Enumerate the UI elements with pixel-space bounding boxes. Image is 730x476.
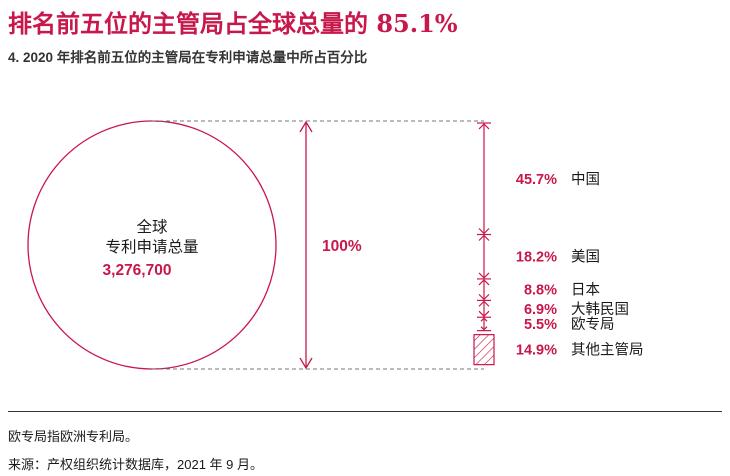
segment-1-arrow-top bbox=[478, 234, 490, 241]
segment-1-arrow-bottom bbox=[478, 272, 490, 279]
segment-4-arrow-bottom bbox=[480, 326, 488, 331]
total-arrow-head-bottom bbox=[299, 357, 313, 370]
segment-0-percent-label: 45.7% bbox=[516, 172, 557, 188]
segment-3-percent-label: 6.9% bbox=[524, 302, 557, 318]
other-offices-box bbox=[473, 334, 495, 366]
segment-0-arrow-bottom bbox=[478, 228, 490, 235]
circle-label-line1: 全球 bbox=[136, 218, 168, 236]
segment-0-arrow-top bbox=[478, 123, 490, 130]
segment-4-arrow-top bbox=[480, 317, 488, 322]
footer-divider bbox=[8, 411, 722, 412]
segment-4-percent-label: 5.5% bbox=[524, 317, 557, 333]
segment-1-percent-label: 18.2% bbox=[516, 250, 557, 266]
segments-group: 45.7% 中国 18.2% 美国 8.8% 日本 6.9% 大韩民国 5.5% 欧专局 14.9%… bbox=[473, 122, 644, 366]
segment-2-percent-label: 8.8% bbox=[524, 283, 557, 299]
total-arrow-head-top bbox=[299, 120, 313, 133]
segment-2-arrow-top bbox=[478, 279, 490, 286]
footer-note: 欧专局指欧洲专利局。 bbox=[8, 429, 139, 444]
circle-total-value: 3,276,700 bbox=[103, 262, 172, 279]
segment-3-arrow-top bbox=[478, 300, 490, 307]
segment-0-office-label: 中国 bbox=[571, 171, 600, 188]
chart-subtitle: 4. 2020 年排名前五位的主管局在专利申请总量中所占百分比 bbox=[8, 50, 368, 65]
segment-5-percent-label: 14.9% bbox=[516, 343, 557, 359]
segment-4-office-label: 欧专局 bbox=[571, 316, 615, 333]
footer-source: 来源：产权组织统计数据库，2021 年 9 月。 bbox=[8, 457, 263, 472]
circle-label-line2: 专利申请总量 bbox=[105, 238, 198, 256]
segment-1-office-label: 美国 bbox=[571, 249, 600, 266]
segment-3-office-label: 大韩民国 bbox=[571, 301, 629, 318]
segment-5-office-label: 其他主管局 bbox=[571, 342, 644, 359]
segment-2-arrow-bottom bbox=[478, 293, 490, 301]
page-title: 排名前五位的主管局占全球总量的 85.1% bbox=[8, 9, 458, 38]
total-percent-label: 100% bbox=[322, 238, 362, 255]
segment-2-office-label: 日本 bbox=[571, 282, 600, 299]
segment-3-arrow-bottom bbox=[478, 310, 490, 318]
